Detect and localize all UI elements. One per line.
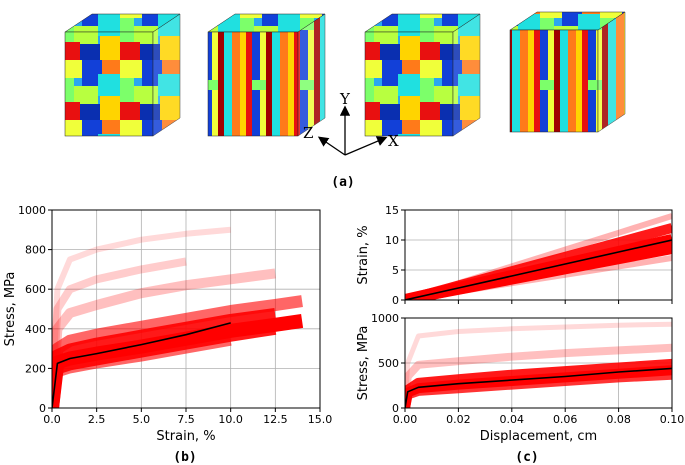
- x-tick-label: 0.00: [393, 413, 418, 426]
- x-tick-label: 10.0: [218, 413, 243, 426]
- y-tick-label: 1000: [18, 204, 46, 217]
- plot-area: [52, 226, 304, 408]
- y-tick-label: 600: [25, 283, 46, 296]
- x-axis-label: Displacement, cm: [480, 429, 597, 444]
- y-tick-label: 1000: [371, 312, 399, 325]
- line: [405, 321, 672, 408]
- line: [405, 239, 672, 300]
- axis-label: Z: [303, 124, 313, 142]
- panel-caption: (b): [173, 450, 196, 465]
- x-tick-label: 0.10: [660, 413, 685, 426]
- x-tick-label: 2.5: [88, 413, 106, 426]
- cubes: [64, 11, 626, 137]
- plot-frame: [51, 209, 321, 409]
- cube: [364, 13, 481, 137]
- cube: [64, 13, 181, 137]
- line: [52, 268, 276, 408]
- panel-caption: (a): [331, 175, 354, 190]
- y-tick-label: 15: [385, 204, 399, 217]
- x-tick-label: 0.04: [500, 413, 525, 426]
- y-tick-label: 400: [25, 323, 46, 336]
- axis-label: Y: [339, 90, 351, 108]
- x-tick-label: 5.0: [133, 413, 151, 426]
- y-tick-label: 800: [25, 244, 46, 257]
- x-tick-label: 15.0: [308, 413, 333, 426]
- line: [52, 322, 231, 408]
- axes-triad: [317, 105, 388, 156]
- y-tick-label: 200: [25, 362, 46, 375]
- y-tick-label: 0: [392, 402, 399, 415]
- line: [52, 335, 232, 408]
- axis-label: X: [388, 132, 399, 150]
- line: [405, 369, 672, 408]
- x-tick-label: 0.02: [446, 413, 471, 426]
- x-tick-label: 0.06: [553, 413, 578, 426]
- y-tick-label: 0: [392, 294, 399, 307]
- panel-caption: (c): [515, 450, 538, 465]
- plot-frame: [404, 209, 673, 301]
- y-axis-label: Stress, MPa: [3, 272, 18, 347]
- y-tick-label: 10: [385, 234, 399, 247]
- y-tick-label: 5: [392, 264, 399, 277]
- cube: [509, 11, 626, 133]
- x-axis-label: Strain, %: [156, 429, 215, 444]
- x-tick-label: 0.0: [43, 413, 61, 426]
- plot-frame: [404, 317, 673, 409]
- line: [52, 295, 303, 408]
- y-tick-label: 500: [378, 357, 399, 370]
- y-axis-label: Stress, MPa: [356, 326, 371, 401]
- plot-area: [405, 321, 672, 408]
- line: [52, 257, 187, 408]
- x-tick-label: 7.5: [177, 413, 195, 426]
- plot-area: [405, 213, 672, 300]
- y-axis-label: Strain, %: [356, 225, 371, 284]
- y-tick-label: 0: [39, 402, 46, 415]
- x-tick-label: 12.5: [263, 413, 288, 426]
- x-tick-label: 0.08: [606, 413, 631, 426]
- line: [405, 367, 672, 408]
- cube: [207, 13, 326, 137]
- line: [52, 226, 231, 408]
- line: [405, 343, 672, 408]
